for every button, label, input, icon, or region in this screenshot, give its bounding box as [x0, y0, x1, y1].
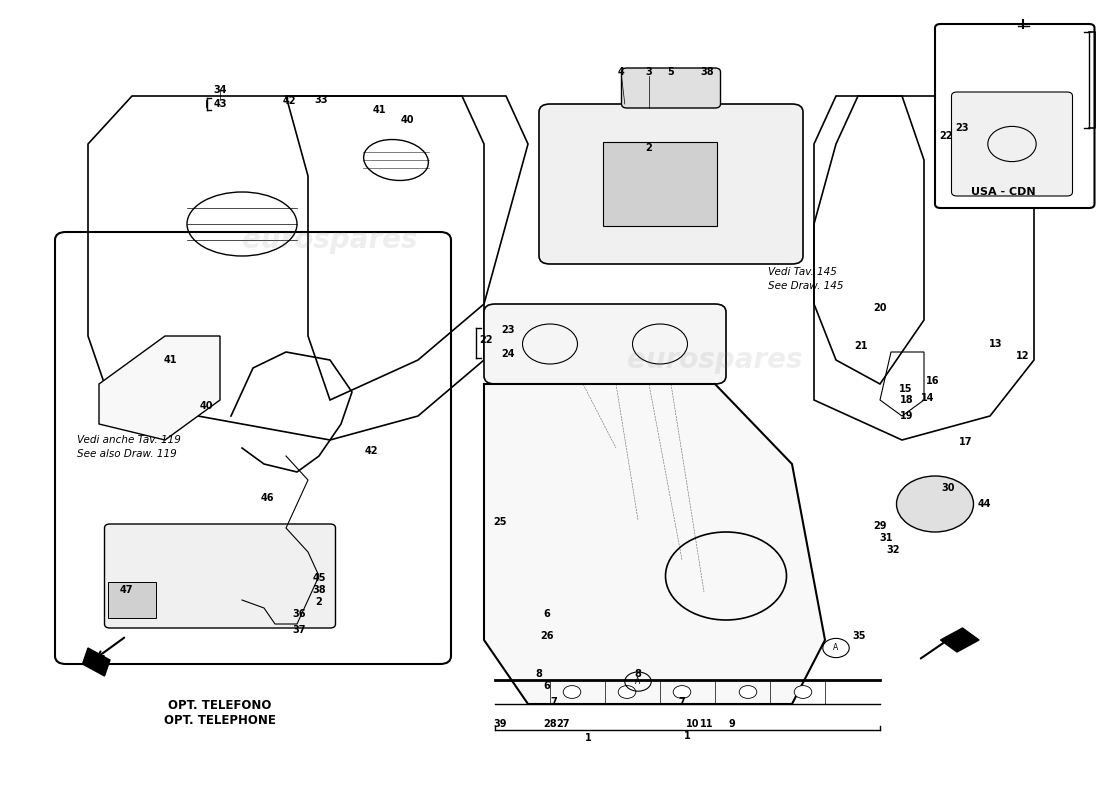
Text: 27: 27: [557, 719, 570, 729]
Text: 29: 29: [873, 521, 887, 530]
Circle shape: [739, 686, 757, 698]
Circle shape: [896, 476, 974, 532]
Text: 43: 43: [213, 99, 227, 109]
Text: 41: 41: [373, 106, 386, 115]
Text: A: A: [834, 643, 838, 653]
Text: 13: 13: [989, 339, 1002, 349]
Text: 8: 8: [635, 669, 641, 678]
Text: 5: 5: [668, 67, 674, 77]
Text: 41: 41: [164, 355, 177, 365]
Text: 23: 23: [502, 325, 515, 334]
Text: 37: 37: [293, 625, 306, 634]
Circle shape: [563, 686, 581, 698]
FancyBboxPatch shape: [104, 524, 336, 628]
Text: 11: 11: [700, 719, 713, 729]
Circle shape: [618, 686, 636, 698]
Text: 15: 15: [899, 384, 912, 394]
Polygon shape: [484, 384, 825, 704]
Text: 42: 42: [365, 446, 378, 456]
Text: USA - CDN: USA - CDN: [971, 187, 1035, 197]
FancyBboxPatch shape: [484, 304, 726, 384]
Text: 2: 2: [646, 143, 652, 153]
Text: 26: 26: [540, 631, 553, 641]
Text: 28: 28: [543, 719, 557, 729]
Text: 2: 2: [316, 597, 322, 606]
Text: 7: 7: [550, 697, 557, 706]
Text: 45: 45: [312, 573, 326, 582]
Text: 17: 17: [959, 437, 972, 446]
Text: 33: 33: [315, 95, 328, 105]
Text: 6: 6: [543, 609, 550, 618]
Text: OPT. TELEFONO: OPT. TELEFONO: [168, 699, 272, 712]
FancyBboxPatch shape: [603, 142, 717, 226]
Text: 23: 23: [956, 123, 969, 133]
Text: 40: 40: [400, 115, 414, 125]
Text: 6: 6: [543, 681, 550, 690]
Text: 7: 7: [679, 697, 685, 706]
Text: See Draw. 145: See Draw. 145: [768, 282, 844, 291]
Text: 3: 3: [646, 67, 652, 77]
Text: 38: 38: [701, 67, 714, 77]
Text: 42: 42: [283, 96, 296, 106]
Text: 34: 34: [213, 85, 227, 94]
FancyBboxPatch shape: [935, 24, 1094, 208]
Text: 36: 36: [293, 609, 306, 618]
Text: 12: 12: [1016, 351, 1030, 361]
Circle shape: [794, 686, 812, 698]
Text: 22: 22: [480, 335, 493, 345]
Text: 44: 44: [978, 499, 991, 509]
Text: Vedi anche Tav. 119: Vedi anche Tav. 119: [77, 435, 180, 445]
Text: 32: 32: [887, 546, 900, 555]
Text: 18: 18: [900, 395, 913, 405]
Text: 21: 21: [855, 341, 868, 350]
Text: 9: 9: [728, 719, 735, 729]
Text: 30: 30: [942, 483, 955, 493]
Polygon shape: [99, 336, 220, 440]
Text: A: A: [636, 677, 640, 686]
Text: eurospares: eurospares: [627, 346, 803, 374]
Text: 8: 8: [536, 669, 542, 678]
Text: 22: 22: [939, 131, 953, 141]
Text: 20: 20: [873, 303, 887, 313]
Text: 25: 25: [494, 517, 507, 526]
Text: 39: 39: [494, 719, 507, 729]
Text: 1: 1: [684, 731, 691, 741]
Text: 40: 40: [200, 402, 213, 411]
Text: 35: 35: [852, 631, 866, 641]
Text: Vedi Tav. 145: Vedi Tav. 145: [768, 267, 837, 277]
Text: 46: 46: [261, 493, 274, 502]
Text: eurospares: eurospares: [242, 226, 418, 254]
Polygon shape: [82, 648, 110, 676]
FancyBboxPatch shape: [621, 68, 720, 108]
FancyBboxPatch shape: [539, 104, 803, 264]
Polygon shape: [940, 628, 979, 652]
Text: 24: 24: [502, 349, 515, 358]
Circle shape: [673, 686, 691, 698]
Text: 31: 31: [880, 534, 893, 543]
Text: OPT. TELEPHONE: OPT. TELEPHONE: [164, 714, 276, 726]
Text: 38: 38: [312, 586, 326, 595]
FancyBboxPatch shape: [952, 92, 1072, 196]
Text: 19: 19: [900, 411, 913, 421]
Text: 1: 1: [585, 733, 592, 742]
Text: 47: 47: [120, 585, 133, 594]
Text: 10: 10: [686, 719, 700, 729]
FancyBboxPatch shape: [108, 582, 156, 618]
Text: 4: 4: [618, 67, 625, 77]
Text: See also Draw. 119: See also Draw. 119: [77, 450, 177, 459]
Text: 14: 14: [921, 393, 934, 402]
Text: 16: 16: [926, 376, 939, 386]
